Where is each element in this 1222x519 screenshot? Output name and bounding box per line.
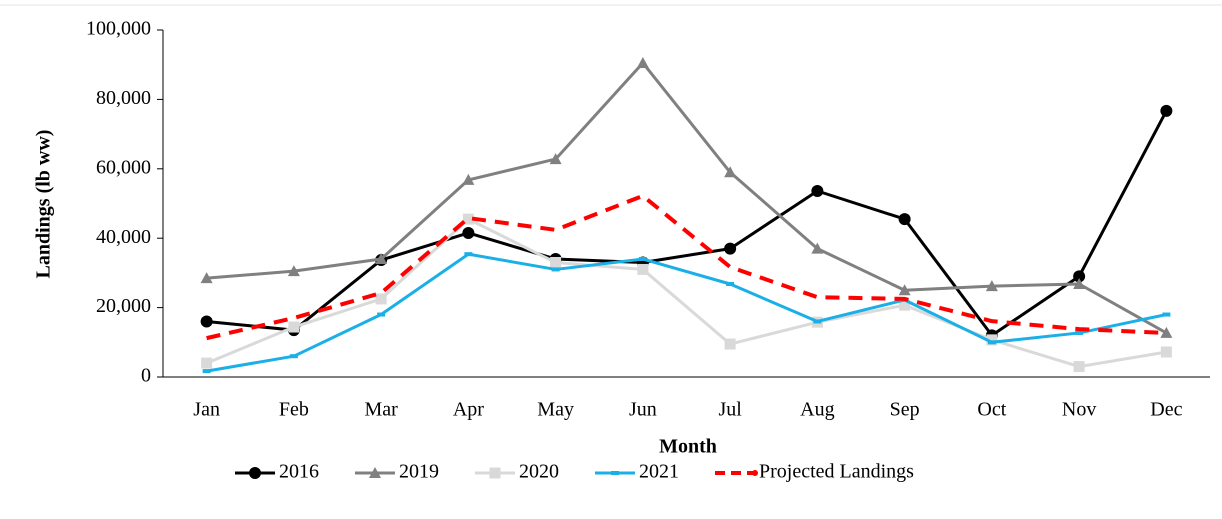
marker <box>375 293 387 305</box>
legend-label: 2019 <box>399 461 439 483</box>
marker <box>986 334 998 346</box>
x-tick-label: Nov <box>1062 399 1096 421</box>
marker <box>377 312 386 317</box>
marker <box>1160 104 1173 117</box>
marker <box>813 319 822 324</box>
marker <box>201 357 213 369</box>
marker <box>726 282 735 287</box>
legend-marker <box>752 470 758 476</box>
y-tick-label: 80,000 <box>96 87 151 109</box>
x-tick-label: May <box>537 399 574 421</box>
x-tick-label: Dec <box>1150 399 1182 421</box>
marker <box>369 467 381 478</box>
marker <box>288 321 300 333</box>
x-tick-label: Feb <box>279 399 309 421</box>
marker <box>1073 278 1086 290</box>
marker <box>987 340 996 345</box>
marker <box>550 256 562 268</box>
marker <box>611 471 619 475</box>
x-tick-label: Sep <box>890 399 920 421</box>
marker <box>551 267 560 272</box>
x-axis-label: Month <box>659 436 717 458</box>
y-tick-label: 100,000 <box>86 18 151 40</box>
marker <box>549 153 562 165</box>
legend-label: 2020 <box>519 461 559 483</box>
marker <box>637 263 649 275</box>
legend-label: 2016 <box>279 461 319 483</box>
x-tick-label: Jun <box>629 399 657 421</box>
y-tick-label: 40,000 <box>96 226 151 248</box>
y-tick-label: 60,000 <box>96 156 151 178</box>
marker <box>287 265 300 277</box>
marker <box>462 226 475 239</box>
series-line <box>206 110 1168 337</box>
marker <box>724 338 736 350</box>
y-tick-label: 20,000 <box>96 295 151 317</box>
marker <box>811 242 824 254</box>
marker <box>1073 270 1086 283</box>
marker <box>1160 346 1172 358</box>
marker <box>462 213 474 225</box>
series-line <box>206 252 1167 373</box>
marker <box>289 354 298 359</box>
marker <box>200 272 213 284</box>
legend-label: Projected Landings <box>759 461 914 483</box>
marker <box>985 280 998 292</box>
marker <box>898 284 911 296</box>
marker <box>1073 361 1085 373</box>
series-line <box>206 217 1167 369</box>
marker <box>489 467 501 479</box>
x-tick-label: Mar <box>364 399 398 421</box>
y-axis-label: Landings (lb ww) <box>33 130 55 279</box>
marker <box>899 299 911 311</box>
marker <box>636 56 649 68</box>
x-tick-label: Jul <box>718 399 742 421</box>
marker <box>811 185 824 198</box>
marker <box>638 257 647 262</box>
marker <box>724 166 737 178</box>
marker <box>462 173 475 185</box>
series-line <box>206 193 1167 341</box>
x-tick-label: Jan <box>193 399 220 421</box>
x-tick-label: Oct <box>977 399 1006 421</box>
series-line <box>206 61 1168 335</box>
marker <box>249 467 261 479</box>
x-tick-label: Apr <box>453 399 484 421</box>
marker <box>1075 330 1084 335</box>
marker <box>464 252 473 257</box>
marker <box>1162 312 1171 317</box>
legend-label: 2021 <box>639 461 679 483</box>
y-tick-label: 0 <box>141 365 151 387</box>
marker <box>202 369 211 374</box>
x-tick-label: Aug <box>800 399 834 421</box>
marker <box>898 213 911 226</box>
marker <box>375 253 388 265</box>
marker <box>724 242 737 255</box>
marker <box>1160 326 1173 338</box>
marker <box>200 315 213 328</box>
